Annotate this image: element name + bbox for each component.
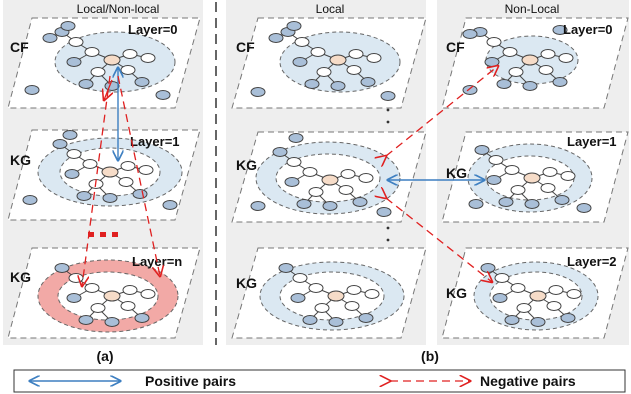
negative-arrow-a-1	[82, 75, 111, 286]
negative-arrow-a-head	[104, 79, 112, 100]
label-layer0-a: Layer=0	[128, 22, 178, 37]
legend: Positive pairs Negative pairs	[13, 369, 626, 393]
dot-b-2	[386, 120, 390, 124]
label-layer1-a: Layer=1	[130, 134, 180, 149]
label-kg-b-local1: KG	[236, 157, 257, 173]
label-cf-b-nonlocal: CF	[446, 39, 465, 55]
ellipsis-dot-2	[100, 232, 106, 237]
label-cf-b-local: CF	[236, 39, 255, 55]
panel-b-nonlocal: Non-Local CF Layer=0 KG Layer=1 KG Layer…	[421, 0, 629, 364]
label-kg-b-nonlocal2: KG	[446, 285, 467, 301]
label-layer2-b: Layer=2	[567, 254, 617, 269]
ellipsis-dot-3	[112, 232, 118, 237]
panel-a: Local/Non-local CF Layer=0 KG Layer=1 KG…	[3, 0, 203, 364]
label-layer1-b: Layer=1	[567, 134, 617, 149]
label-kg-b-nonlocal1: KG	[446, 165, 467, 181]
negative-arrow-b-2	[386, 198, 492, 282]
dot-b-1	[386, 108, 390, 112]
label-layer0-b: Layer=0	[563, 22, 613, 37]
panel-a-title: Local/Non-local	[77, 2, 160, 16]
dot-b-4	[386, 238, 390, 242]
label-kg-an: KG	[10, 269, 31, 285]
label-cf-a: CF	[10, 39, 29, 55]
legend-positive-label: Positive pairs	[145, 373, 236, 389]
label-kg-b-local2: KG	[236, 275, 257, 291]
negative-arrow-b-1	[386, 66, 498, 156]
panel-b-nonlocal-title: Non-Local	[505, 2, 560, 16]
dot-b-3	[386, 226, 390, 230]
legend-box	[13, 369, 626, 393]
label-kg-a1: KG	[10, 152, 31, 168]
caption-b: (b)	[421, 348, 439, 364]
panel-b-local: Local CF KG KG	[226, 0, 427, 345]
legend-negative-label: Negative pairs	[480, 373, 576, 389]
negative-arrow-a-2	[117, 75, 160, 276]
ellipsis-dot-1	[88, 232, 94, 237]
panel-b-local-title: Local	[316, 2, 345, 16]
caption-a: (a)	[96, 348, 113, 364]
